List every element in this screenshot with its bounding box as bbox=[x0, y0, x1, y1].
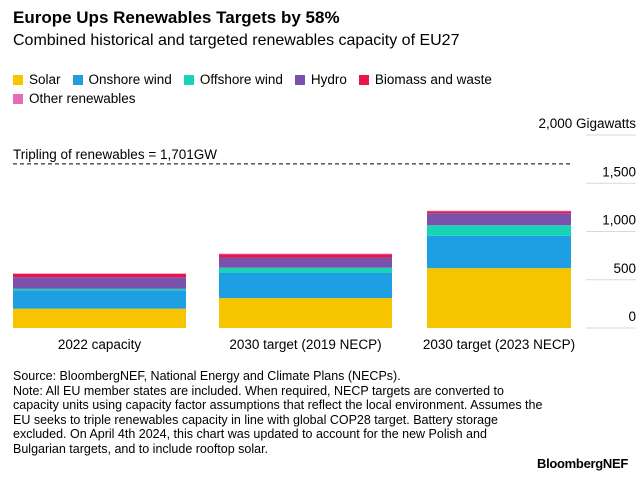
legend-swatch bbox=[358, 75, 369, 85]
legend-item: Solar bbox=[13, 70, 61, 89]
legend-label: Onshore wind bbox=[88, 72, 172, 87]
chart-title: Europe Ups Renewables Targets by 58% bbox=[13, 8, 340, 27]
legend-label: Biomass and waste bbox=[374, 72, 492, 87]
bar-segment bbox=[13, 308, 186, 328]
bar-segment bbox=[219, 272, 392, 299]
bar-segment bbox=[219, 257, 392, 268]
y-tick-label: 500 bbox=[613, 261, 636, 276]
bar-segment bbox=[219, 267, 392, 273]
y-tick-label: 0 bbox=[628, 309, 636, 324]
bar-segment bbox=[427, 225, 571, 236]
legend-label: Offshore wind bbox=[199, 72, 283, 87]
bar-segment bbox=[427, 213, 571, 226]
legend-swatch bbox=[13, 75, 23, 85]
legend-label: Other renewables bbox=[29, 91, 136, 106]
bar-segment bbox=[427, 268, 571, 328]
x-tick-label: 2030 target (2019 NECP) bbox=[229, 337, 381, 352]
source: Source: BloombergNEF, National Energy an… bbox=[13, 369, 401, 383]
bar-segment bbox=[427, 235, 571, 269]
bar-segment bbox=[13, 277, 186, 289]
note: Note: All EU member states are included.… bbox=[13, 383, 543, 456]
x-tick-label: 2030 target (2023 NECP) bbox=[423, 337, 575, 352]
brand: BloombergNEF bbox=[536, 456, 628, 471]
bar-segment bbox=[427, 211, 571, 214]
bar-segment bbox=[219, 298, 392, 328]
chart-subtitle: Combined historical and targeted renewab… bbox=[13, 32, 460, 49]
legend-item: Biomass and waste bbox=[358, 70, 492, 89]
bar-segment bbox=[13, 273, 186, 278]
legend-swatch bbox=[13, 94, 23, 104]
legend-item: Offshore wind bbox=[183, 70, 283, 89]
legend: Solar Onshore wind Offshore wind Hydro Bioma… bbox=[13, 70, 613, 108]
legend-item: Onshore wind bbox=[72, 70, 172, 89]
bar-segment bbox=[13, 290, 186, 309]
legend-item: Hydro bbox=[294, 70, 347, 89]
legend-swatch bbox=[183, 75, 194, 85]
legend-label: Solar bbox=[29, 72, 61, 87]
legend-swatch bbox=[294, 75, 305, 85]
x-tick-label: 2022 capacity bbox=[58, 337, 142, 352]
legend-item: Other renewables bbox=[13, 89, 136, 108]
reference-label: Tripling of renewables = 1,701GW bbox=[13, 147, 217, 162]
legend-swatch bbox=[72, 75, 83, 85]
y-tick-label: 2,000 Gigawatts bbox=[538, 116, 636, 131]
legend-label: Hydro bbox=[310, 72, 347, 87]
y-tick-label: 1,000 bbox=[602, 213, 636, 228]
y-tick-label: 1,500 bbox=[602, 164, 636, 179]
notes: Source: BloombergNEF, National Energy an… bbox=[13, 369, 543, 457]
bar-segment bbox=[219, 254, 392, 258]
bar-segment bbox=[13, 288, 186, 291]
